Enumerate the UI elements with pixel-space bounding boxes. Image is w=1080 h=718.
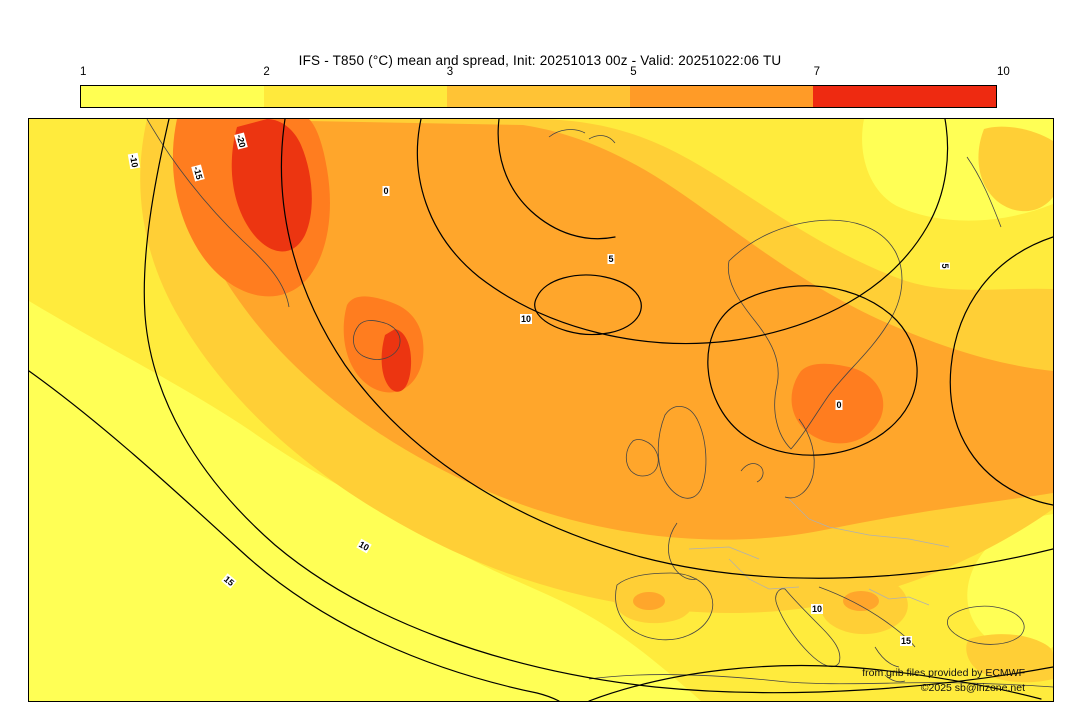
coastline: [146, 119, 290, 308]
spread-region: [633, 592, 665, 610]
colorbar-segment: [81, 86, 264, 107]
spread-fill-regions: [29, 119, 1053, 701]
border-line: [688, 546, 800, 590]
spread-region: [231, 119, 312, 252]
border-line: [868, 588, 930, 606]
contour-label: 0: [835, 400, 843, 410]
spread-region: [966, 634, 1053, 683]
colorbar-tick: 1: [80, 66, 87, 78]
contour-label: 0: [382, 186, 390, 196]
colorbar-tick: 10: [997, 66, 1010, 78]
colorbar-tick-row: 1 2 3 5 7 10: [80, 66, 1010, 80]
spread-region: [978, 126, 1053, 212]
coastline: [625, 439, 659, 477]
contour-line: [588, 664, 1042, 701]
contour-label: 5: [940, 262, 950, 270]
country-borders: [688, 498, 950, 606]
colorbar-segment: [813, 86, 996, 107]
colorbar-tick: 5: [630, 66, 637, 78]
contour-line: [29, 370, 560, 701]
coastline: [588, 674, 1053, 688]
coastline: [966, 156, 1002, 228]
coastline: [668, 522, 698, 580]
map-svg: [29, 119, 1053, 701]
credit-copyright: ©2025 sb@irizone.net: [920, 682, 1025, 694]
contour-line: [497, 119, 616, 240]
coastline: [874, 646, 906, 683]
colorbar-tick: 7: [813, 66, 820, 78]
colorbar-segment: [264, 86, 447, 107]
map-title: IFS - T850 (°C) mean and spread, Init: 2…: [298, 53, 782, 68]
contour-line: [707, 285, 918, 456]
colorbar: [80, 85, 997, 108]
contour-line: [143, 119, 1053, 694]
credit-source: from grib files provided by ECMWF: [862, 667, 1025, 679]
coastline: [353, 320, 401, 360]
colorbar-segment: [447, 86, 630, 107]
coastline: [727, 219, 903, 450]
contour-line: [949, 236, 1053, 506]
colorbar-tick: 2: [263, 66, 270, 78]
coastline: [947, 605, 1025, 645]
temperature-contours: [29, 119, 1053, 701]
contour-label: 15: [899, 636, 913, 646]
spread-region: [381, 329, 412, 392]
coastline: [615, 572, 714, 641]
coastline: [657, 406, 707, 499]
credits: from grib files provided by ECMWF ©2025 …: [862, 666, 1025, 696]
contour-line: [280, 119, 1053, 579]
contour-label: 10: [519, 314, 533, 324]
colorbar-tick: 3: [446, 66, 454, 78]
coastline: [740, 463, 764, 483]
spread-region: [843, 591, 879, 611]
coastline: [548, 129, 616, 144]
colorbar-segment: [630, 86, 813, 107]
contour-line: [416, 119, 949, 345]
map-canvas: -10 -20 -15 0 5 10 5 0 10 15 10 15 from grib files …: [28, 118, 1054, 702]
contour-label: 5: [607, 254, 615, 264]
border-line: [788, 498, 950, 548]
contour-line: [534, 274, 642, 336]
coastline: [784, 418, 815, 499]
contour-label: 10: [810, 604, 824, 614]
spread-region: [967, 514, 1053, 654]
